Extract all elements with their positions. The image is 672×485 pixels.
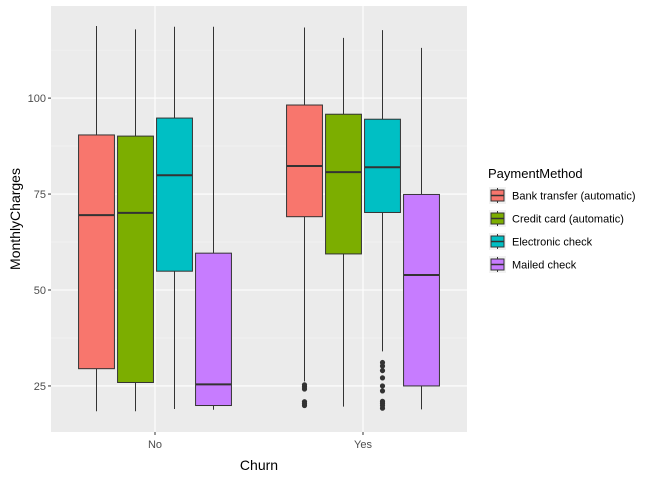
box-body [286, 104, 323, 218]
box-body [195, 252, 232, 407]
box-yes-2 [364, 30, 401, 411]
legend-label: Credit card (automatic) [512, 214, 624, 226]
legend-label: Electronic check [512, 237, 593, 249]
x-axis-title: Churn [240, 457, 278, 473]
y-tick-label: 100 [28, 93, 46, 105]
box-yes-1 [325, 37, 362, 407]
box-no-0 [78, 25, 115, 412]
legend-item-1: Credit card (automatic) [489, 210, 624, 227]
y-axis-title: MonthlyCharges [7, 168, 23, 270]
legend-item-0: Bank transfer (automatic) [489, 187, 636, 204]
box-body [117, 135, 154, 383]
x-tick-label: Yes [354, 439, 372, 451]
box-body [78, 134, 115, 370]
box-yes-3 [403, 47, 440, 410]
legend-item-2: Electronic check [489, 233, 593, 250]
y-axis: 25 50 75 100 [28, 93, 51, 393]
box-body [325, 113, 362, 255]
outlier-point [379, 388, 386, 394]
y-tick-label: 50 [34, 285, 46, 297]
outlier-point [301, 382, 308, 388]
outlier-point [379, 367, 386, 374]
box-body [364, 118, 401, 213]
x-tick-label: No [148, 439, 162, 451]
box-no-3 [195, 26, 232, 410]
outlier-point [379, 375, 386, 381]
outlier-point [301, 399, 308, 405]
legend: PaymentMethod Bank transfer (automatic) C… [488, 166, 636, 273]
box-body [403, 193, 440, 387]
box-no-1 [117, 29, 154, 412]
boxes-layer [78, 25, 440, 412]
legend-title: PaymentMethod [488, 166, 583, 181]
x-axis: No Yes [148, 432, 372, 451]
outlier-point [379, 383, 386, 389]
y-tick-label: 25 [34, 381, 46, 393]
outlier-point [379, 359, 386, 366]
legend-label: Mailed check [512, 260, 577, 272]
legend-label: Bank transfer (automatic) [512, 191, 636, 203]
box-no-2 [156, 26, 193, 409]
y-tick-label: 75 [34, 189, 46, 201]
legend-item-3: Mailed check [489, 256, 577, 273]
outlier-point [379, 398, 386, 404]
box-yes-0 [286, 27, 323, 409]
box-body [156, 117, 193, 272]
